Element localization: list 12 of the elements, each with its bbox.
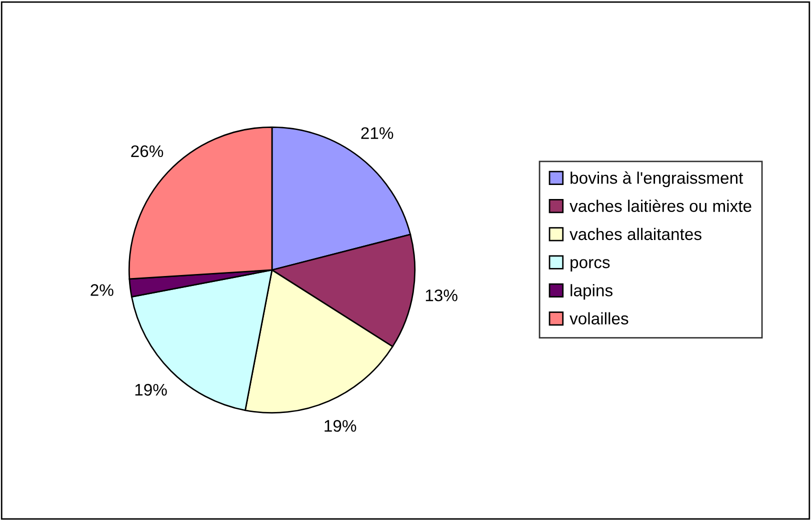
data-label: 19%: [135, 384, 167, 396]
legend-label: bovins à l'engraissment: [570, 171, 744, 188]
legend-label: lapins: [570, 284, 612, 300]
legend-label: volailles: [570, 312, 628, 324]
data-label: 26%: [131, 145, 164, 158]
legend-label: vaches laitières ou mixte: [570, 200, 752, 212]
data-label: 19%: [324, 420, 356, 432]
data-label: 13%: [426, 289, 458, 302]
data-label: 2%: [90, 284, 114, 296]
data-label: 21%: [361, 127, 394, 139]
legend-label: vaches allaitantes: [570, 228, 702, 240]
legend-label: porcs: [570, 259, 610, 272]
